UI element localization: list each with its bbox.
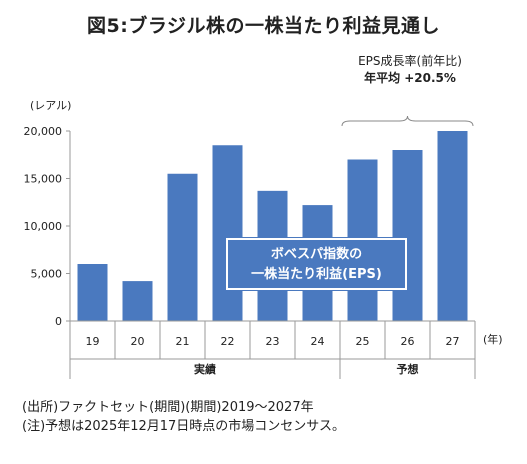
x-tick-label: 21 <box>176 335 190 348</box>
source-note: (出所)ファクトセット(期間)(期間)2019〜2027年 <box>22 400 314 415</box>
bar-19 <box>77 264 108 321</box>
x-tick-label: 19 <box>86 335 100 348</box>
bar-21 <box>167 173 198 321</box>
callout-line-1: ボベスパ指数の <box>270 247 363 262</box>
x-tick-label: 27 <box>446 335 460 348</box>
chart-title: 図5:ブラジル株の一株当たり利益見通し <box>87 15 440 37</box>
eps-bar-chart: 0 5,000 10,000 15,000 20,000 19 20 21 22 23 24 25 26… <box>24 115 476 379</box>
series-callout: ボベスパ指数の 一株当たり利益(EPS) <box>226 238 407 290</box>
y-tick-label: 10,000 <box>24 220 63 233</box>
callout-line-2: 一株当たり利益(EPS) <box>251 267 382 282</box>
x-axis-unit: (年) <box>483 333 503 346</box>
y-tick-label: 15,000 <box>24 173 63 186</box>
x-tick-label: 25 <box>356 335 370 348</box>
footnotes: (出所)ファクトセット(期間)(期間)2019〜2027年 (注)予想は2025… <box>22 398 345 436</box>
forecast-bracket <box>341 115 474 127</box>
y-tick-label: 20,000 <box>24 125 63 138</box>
forecast-note: (注)予想は2025年12月17日時点の市場コンセンサス。 <box>22 419 346 434</box>
y-tick-label: 0 <box>55 315 62 328</box>
bar-22 <box>212 145 243 321</box>
bar-26 <box>392 150 423 321</box>
eps-growth-label: EPS成長率(前年比) <box>358 54 462 68</box>
y-axis-unit: (レアル) <box>30 99 72 112</box>
x-group-label: 予想 <box>397 362 419 376</box>
bar-27 <box>437 131 468 321</box>
x-tick-label: 26 <box>401 335 415 348</box>
eps-growth-annotation: EPS成長率(前年比) 年平均 +20.5% <box>322 53 498 87</box>
bar-20 <box>122 281 153 321</box>
x-tick-label: 23 <box>266 335 280 348</box>
x-tick-label: 24 <box>311 335 325 348</box>
x-tick-label: 20 <box>131 335 145 348</box>
x-group-label: 実績 <box>194 362 216 376</box>
y-tick-label: 5,000 <box>31 268 63 281</box>
eps-growth-value: 年平均 +20.5% <box>364 71 456 85</box>
x-tick-label: 22 <box>221 335 235 348</box>
